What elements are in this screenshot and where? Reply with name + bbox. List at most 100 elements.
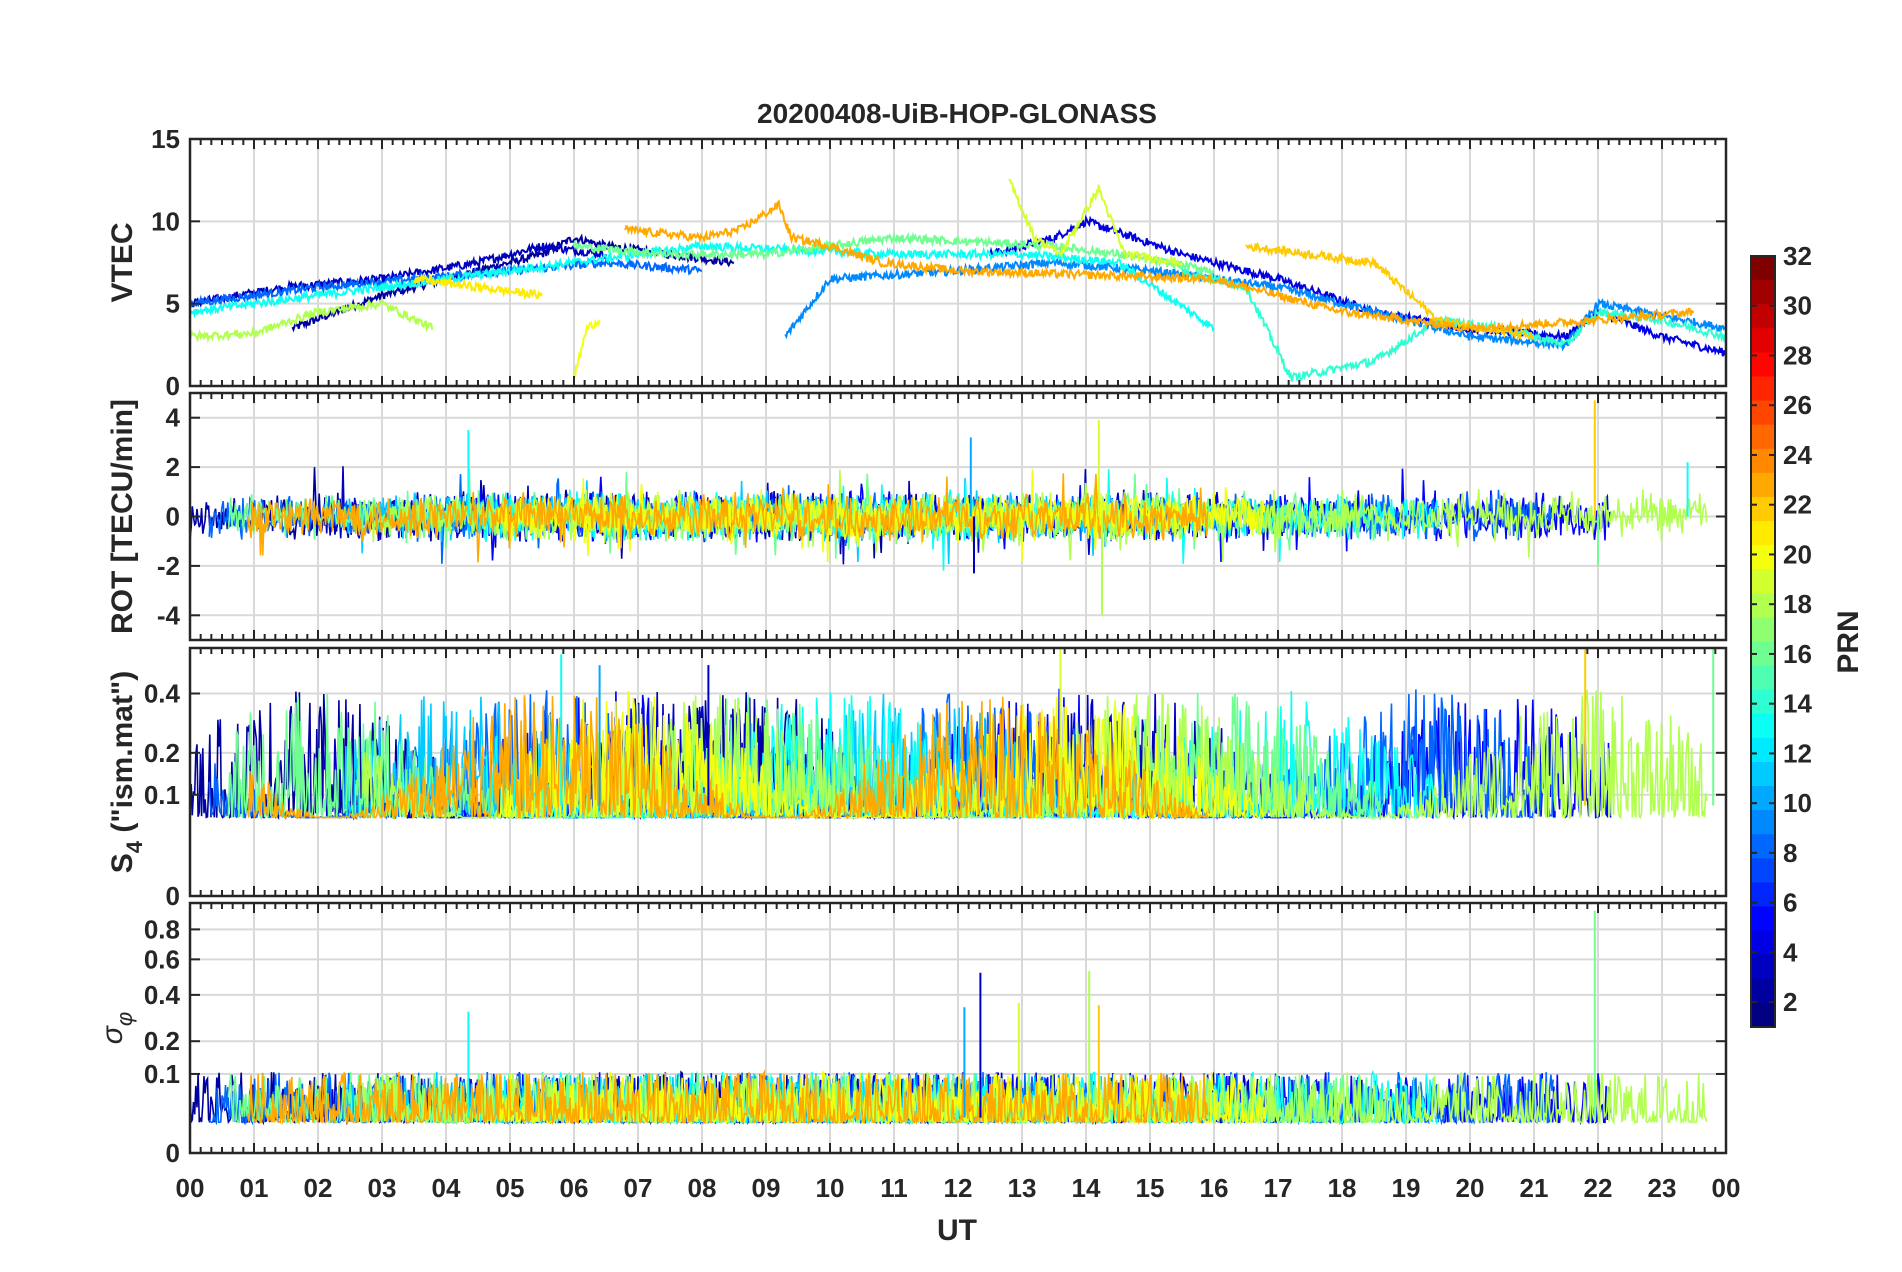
x-tick-label: 08 (688, 1173, 717, 1203)
colorbar-tick-label: 22 (1783, 490, 1812, 520)
x-tick-label: 20 (1456, 1173, 1485, 1203)
y-tick-label: 5 (166, 289, 180, 319)
series-prn-21 (413, 272, 543, 301)
colorbar-band (1751, 834, 1775, 859)
panel-2: 4 2 0 -2 -4 ROT [TECU/min] (106, 391, 1728, 642)
colorbar-band (1751, 810, 1775, 835)
colorbar-band (1751, 424, 1775, 450)
colorbar-band (1751, 328, 1775, 353)
y-tick-label: 0.4 (144, 679, 181, 709)
x-tick-label: 02 (304, 1173, 333, 1203)
colorbar-tick-label: 6 (1783, 888, 1797, 918)
colorbar-tick-label: 12 (1783, 738, 1812, 768)
data-area (190, 910, 1708, 1126)
colorbar-band (1751, 376, 1775, 402)
panel-4: 0.80.6 0.4 0.20.1 0 σφ (96, 901, 1728, 1168)
colorbar-tick-label: 8 (1783, 838, 1797, 868)
colorbar-tick-label: 28 (1783, 340, 1812, 370)
x-tick-label: 12 (944, 1173, 973, 1203)
colorbar-band (1751, 689, 1775, 715)
series-prn-16 (573, 231, 1215, 276)
panel-3: 0.4 0.2 0.1 0 S4 ("ism.mat") (106, 646, 1728, 911)
x-tick-label: 06 (560, 1173, 589, 1203)
colorbar-band (1751, 713, 1775, 739)
colorbar-band (1751, 906, 1775, 932)
panel-1: 15 10 5 0 VTEC (106, 124, 1728, 401)
colorbar-band (1751, 280, 1775, 305)
x-tick-label: 18 (1328, 1173, 1357, 1203)
series-prn-23 (246, 695, 1209, 821)
x-tick-label: 10 (816, 1173, 845, 1203)
y-tick-label: 0 (166, 371, 180, 401)
colorbar-band (1751, 617, 1775, 642)
x-tick-label: 04 (432, 1173, 461, 1203)
y-tick-label: 10 (151, 206, 180, 236)
x-tick-label: 00 (176, 1173, 205, 1203)
y-tick-label: 0.1 (144, 1059, 180, 1089)
colorbar-tick-label: 32 (1783, 241, 1812, 271)
colorbar-tick-label: 16 (1783, 639, 1812, 669)
colorbar-band (1751, 521, 1775, 546)
colorbar-tick-label: 20 (1783, 539, 1812, 569)
x-tick-label: 00 (1712, 1173, 1741, 1203)
colorbar-tick-label: 30 (1783, 291, 1812, 321)
colorbar-band (1751, 665, 1775, 691)
x-tick-label: 03 (368, 1173, 397, 1203)
colorbar-band (1751, 448, 1775, 474)
x-tick-label: 19 (1392, 1173, 1421, 1203)
y-tick-label: 4 (166, 403, 181, 433)
chart-title: 20200408-UiB-HOP-GLONASS (757, 98, 1157, 129)
x-axis-label: UT (937, 1214, 977, 1247)
x-tick-label: 22 (1584, 1173, 1613, 1203)
x-tick-label: 11 (880, 1173, 908, 1203)
y-tick-label: 0.8 (144, 914, 180, 944)
y-tick-label: 0 (166, 502, 180, 532)
y-tick-label: 15 (151, 124, 180, 154)
series-prn-18 (190, 298, 434, 344)
colorbar: 32 30 28 26 24 22 20 18 16 14 12 10 8 6 4 2 PRN (1750, 241, 1865, 1028)
x-tick-label: 07 (624, 1173, 653, 1203)
colorbar-band (1751, 954, 1775, 980)
colorbar-band (1751, 472, 1775, 498)
colorbar-band (1751, 256, 1775, 281)
colorbar-band (1751, 545, 1775, 570)
colorbar-tick-label: 24 (1783, 440, 1812, 470)
x-tick-label: 01 (240, 1173, 269, 1203)
x-tick-label: 23 (1648, 1173, 1677, 1203)
y-axis-label: VTEC (106, 222, 139, 302)
colorbar-band (1751, 858, 1775, 883)
colorbar-band (1751, 930, 1775, 956)
y-tick-label: 0 (166, 881, 180, 911)
series-prn-23 (624, 199, 1694, 334)
y-tick-label: 0 (166, 1138, 180, 1168)
colorbar-band (1751, 304, 1775, 329)
y-axis-label: σφ (96, 1012, 137, 1044)
data-area (190, 400, 1708, 616)
series-prn-19 (1008, 178, 1183, 269)
x-tick-label: 16 (1200, 1173, 1229, 1203)
y-axis-label: S4 ("ism.mat") (106, 671, 147, 873)
colorbar-band (1751, 978, 1775, 1004)
y-axis-label: ROT [TECU/min] (106, 399, 139, 634)
colorbar-label: PRN (1832, 610, 1865, 673)
series-prn-20 (496, 1070, 1266, 1126)
y-tick-label: 0.6 (144, 944, 180, 974)
colorbar-tick-label: 18 (1783, 589, 1812, 619)
colorbar-band (1751, 1002, 1775, 1028)
x-tick-label: 17 (1264, 1173, 1293, 1203)
data-area (190, 178, 1726, 382)
colorbar-tick-label: 14 (1783, 689, 1812, 719)
colorbar-tick-label: 26 (1783, 390, 1812, 420)
y-tick-label: -4 (157, 600, 181, 630)
series-prn-23 (246, 1069, 1209, 1126)
x-tick-label: 13 (1008, 1173, 1037, 1203)
colorbar-frame (1750, 255, 1776, 1028)
series-prn-13 (190, 239, 1215, 333)
colorbar-tick-label: 2 (1783, 987, 1797, 1017)
y-tick-label: -2 (157, 551, 180, 581)
x-tick-label: 21 (1520, 1173, 1549, 1203)
colorbar-band (1751, 496, 1775, 522)
colorbar-tick-label: 10 (1783, 788, 1812, 818)
